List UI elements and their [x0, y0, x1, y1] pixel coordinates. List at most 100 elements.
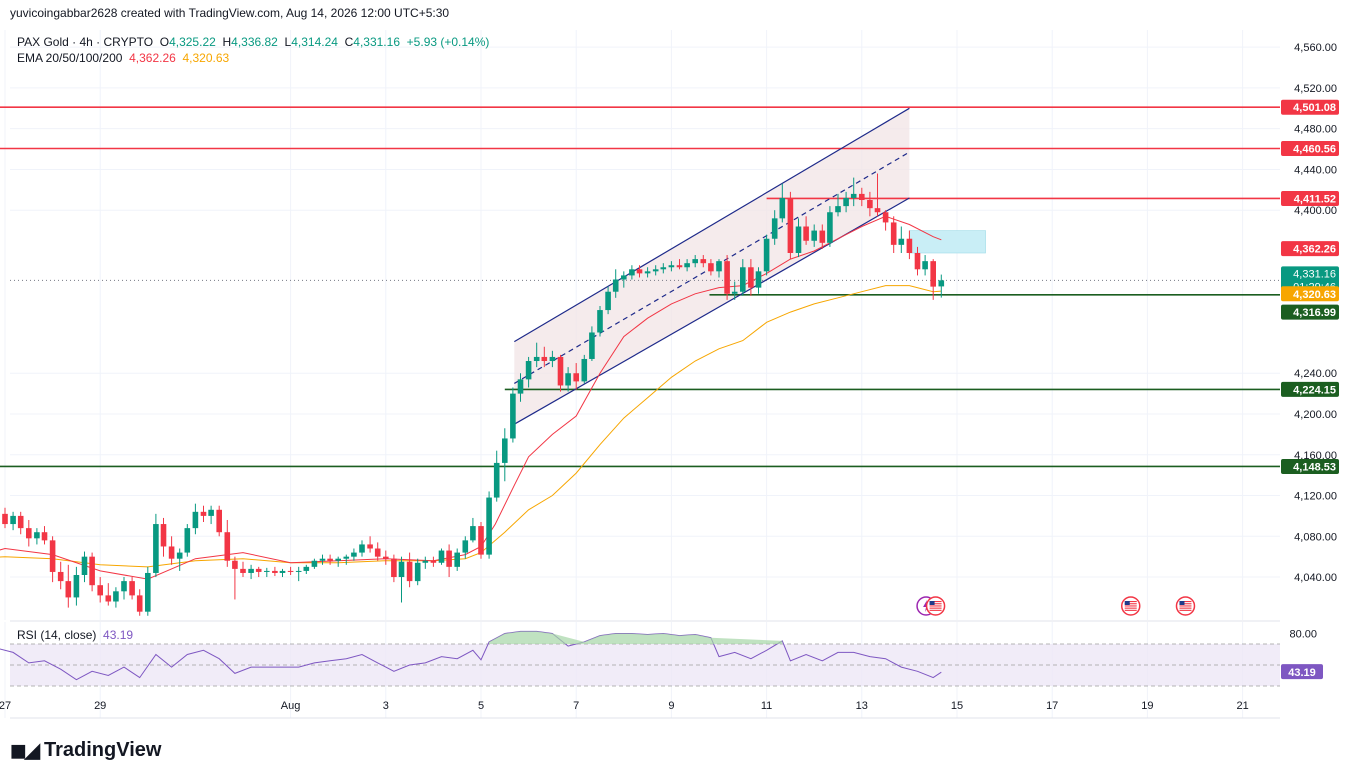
- candle-body: [287, 570, 294, 572]
- candle: [486, 491, 492, 559]
- candle-body: [819, 230, 826, 243]
- candle-body: [731, 291, 738, 294]
- close-label: C: [344, 35, 354, 49]
- candle: [248, 564, 254, 580]
- candle-body: [573, 373, 579, 382]
- price-badge: 4,460.56: [1281, 140, 1339, 156]
- symbol-legend[interactable]: PAX Gold · 4h · CRYPTO O4,325.22 H4,336.…: [17, 35, 489, 49]
- candle: [272, 566, 278, 577]
- candle-body: [248, 568, 254, 573]
- candle: [367, 536, 373, 553]
- candle-body: [914, 252, 921, 270]
- price-badge: 4,362.26: [1281, 241, 1339, 257]
- flag-canton: [1179, 601, 1185, 605]
- candle: [835, 193, 841, 217]
- x-tick-label: 21: [1236, 700, 1248, 712]
- candle-body: [700, 259, 707, 264]
- y-tick-label: 4,560.00: [1294, 42, 1337, 54]
- candle-body: [581, 358, 588, 382]
- candle: [843, 191, 849, 213]
- candle: [351, 548, 357, 561]
- price-badge-text: 4,320.63: [1293, 289, 1336, 301]
- candle-body: [803, 226, 809, 241]
- price-badge: 4,411.52: [1281, 190, 1339, 206]
- event-icons[interactable]: [916, 596, 1196, 616]
- candle: [700, 255, 707, 268]
- candle-body: [153, 524, 159, 573]
- ema-legend[interactable]: EMA 20/50/100/200 4,362.26 4,320.63: [17, 51, 229, 65]
- price-badge-text: 4,316.99: [1293, 307, 1336, 319]
- candle-body: [533, 356, 540, 362]
- rsi-line: [0, 630, 942, 681]
- candle-body: [351, 552, 357, 557]
- candle: [867, 191, 873, 217]
- price-badge: 4,224.15: [1281, 381, 1339, 397]
- candle-body: [525, 361, 532, 380]
- price-badge-text: 4,148.53: [1293, 461, 1336, 473]
- tradingview-logo-icon: ◼◢: [10, 740, 40, 762]
- chart-credit: yuvicoingabbar2628 created with TradingV…: [10, 6, 450, 20]
- candle-body: [684, 263, 690, 268]
- candle: [692, 255, 698, 268]
- candle-body: [17, 515, 24, 529]
- candle: [327, 554, 333, 565]
- candle: [26, 519, 32, 547]
- x-tick-label: 29: [94, 700, 106, 712]
- candle: [890, 216, 897, 253]
- candle: [153, 513, 159, 578]
- candle-body: [335, 558, 341, 561]
- candle: [668, 261, 675, 272]
- price-badge: 4,501.08: [1281, 99, 1339, 115]
- x-tick-label: Aug: [281, 700, 301, 712]
- candle-body: [612, 279, 619, 292]
- candle-body: [605, 291, 611, 311]
- candle: [49, 536, 56, 583]
- us-flag-icon[interactable]: [1175, 596, 1196, 616]
- tradingview-logo[interactable]: ◼◢ TradingView: [10, 738, 161, 763]
- flag-stripe: [1179, 601, 1192, 603]
- candle-body: [517, 379, 524, 394]
- rsi-value: 43.19: [103, 628, 134, 642]
- candle: [819, 224, 826, 249]
- candle-body: [136, 595, 143, 612]
- us-flag-icon[interactable]: [1120, 596, 1141, 616]
- candle-body: [779, 197, 786, 219]
- candle: [708, 259, 714, 276]
- candle-body: [510, 393, 516, 439]
- candle: [930, 259, 936, 300]
- candle: [145, 566, 151, 616]
- candle: [811, 224, 817, 247]
- candle: [882, 210, 889, 231]
- candle: [97, 577, 103, 603]
- candle: [129, 577, 135, 600]
- candle: [192, 503, 199, 535]
- price-badge-text: 4,411.52: [1294, 193, 1336, 205]
- candle: [303, 564, 310, 574]
- y-tick-label: 4,480.00: [1294, 124, 1337, 136]
- candle-body: [398, 561, 405, 578]
- candle-body: [541, 356, 548, 362]
- candle-body: [882, 212, 889, 223]
- price-badge-bg: [1281, 241, 1339, 257]
- us-flag-icon[interactable]: [925, 596, 946, 616]
- y-tick-label: 4,520.00: [1294, 83, 1337, 95]
- candle: [502, 428, 508, 482]
- rsi-legend[interactable]: RSI (14, close) 43.19: [17, 628, 133, 642]
- candle-body: [787, 197, 794, 253]
- chart-axes: 4,040.00 4,080.00 4,120.00 4,160.00 4,200.00…: [0, 42, 1337, 712]
- candle: [113, 587, 119, 608]
- candle: [136, 589, 143, 616]
- candle-body: [835, 206, 841, 213]
- rsi-tick-label: 80.00: [1289, 629, 1317, 641]
- candle-body: [81, 556, 88, 576]
- flag-stripe: [929, 607, 942, 609]
- price-badge-bg: [1281, 458, 1339, 474]
- candle: [859, 187, 865, 207]
- candle-body: [930, 261, 936, 287]
- candle-body: [34, 532, 40, 539]
- candle: [462, 536, 469, 559]
- price-badge-bg: [1281, 190, 1339, 206]
- y-tick-label: 4,080.00: [1294, 531, 1337, 543]
- candle: [795, 218, 802, 258]
